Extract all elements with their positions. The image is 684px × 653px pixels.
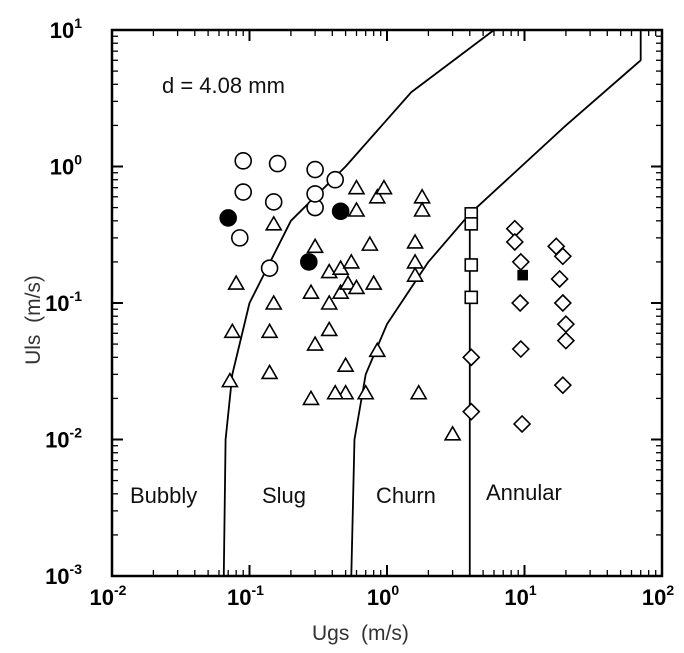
marker-circle-open	[230, 229, 249, 247]
marker-circle-open	[306, 185, 324, 203]
marker-circle-open	[268, 154, 287, 173]
marker-triangle-open	[409, 384, 428, 400]
region-label-annular: Annular	[486, 480, 562, 505]
marker-triangle-open	[339, 274, 357, 290]
marker-diamond-open	[511, 293, 530, 313]
y-tick-label: 100	[50, 152, 82, 180]
x-tick-label: 10-1	[227, 582, 264, 610]
marker-triangle-open	[413, 188, 431, 204]
x-tick-label: 101	[504, 582, 536, 610]
marker-triangle-open	[360, 235, 379, 251]
y-tick-label: 10-1	[45, 288, 82, 316]
x-axis-title: Ugs (m/s)	[312, 622, 409, 645]
marker-triangle-open	[347, 179, 366, 195]
marker-triangle-open	[342, 253, 361, 269]
marker-diamond-open	[550, 269, 569, 289]
region-label-churn: Churn	[376, 483, 436, 508]
marker-triangle-open	[364, 274, 383, 290]
marker-triangle-open	[264, 215, 283, 231]
marker-triangle-open	[406, 233, 424, 249]
marker-triangle-open	[302, 389, 320, 406]
marker-diamond-open	[505, 232, 524, 252]
y-axis-title: Uls (m/s)	[22, 275, 45, 365]
y-tick-label: 10-2	[45, 425, 82, 453]
marker-circle-filled	[300, 253, 318, 271]
marker-triangle-open	[220, 372, 239, 388]
marker-diamond-open	[556, 315, 576, 334]
marker-circle-open	[260, 259, 279, 277]
data-markers	[219, 152, 576, 441]
marker-triangle-open	[347, 278, 366, 295]
marker-diamond-open	[512, 414, 532, 434]
marker-triangle-open	[306, 335, 324, 351]
marker-triangle-open	[264, 294, 283, 310]
region-label-bubbly: Bubbly	[130, 483, 197, 508]
marker-triangle-open	[406, 253, 424, 269]
marker-triangle-open	[375, 179, 393, 195]
marker-square-open	[464, 258, 479, 272]
marker-triangle-open	[326, 384, 345, 400]
marker-triangle-open	[368, 188, 387, 204]
marker-diamond-open	[556, 331, 576, 350]
marker-triangle-open	[336, 356, 355, 373]
axis-ticks	[111, 29, 663, 577]
marker-triangle-open	[336, 384, 355, 400]
marker-square-filled	[517, 269, 528, 281]
marker-circle-open	[306, 160, 324, 179]
marker-circle-filled	[219, 209, 238, 227]
marker-triangle-open	[443, 425, 462, 441]
marker-triangle-open	[406, 266, 424, 282]
marker-circle-open	[264, 193, 283, 211]
annotation-diameter: d = 4.08 mm	[162, 73, 285, 98]
marker-triangle-open	[320, 294, 339, 310]
y-tick-label: 101	[50, 15, 82, 43]
region-label-slug: Slug	[262, 483, 306, 508]
marker-triangle-open	[223, 322, 242, 339]
marker-diamond-open	[462, 348, 481, 367]
marker-triangle-open	[331, 283, 350, 299]
marker-triangle-open	[356, 384, 375, 400]
marker-triangle-open	[302, 283, 320, 299]
axis-tick-labels: 10-2 10-1 100 101 102 10-3 10-2 10-1 100 101	[45, 15, 674, 610]
x-tick-label: 10-2	[90, 582, 127, 610]
marker-diamond-open	[553, 376, 572, 395]
marker-circle-open	[326, 170, 344, 189]
marker-diamond-open	[511, 339, 530, 359]
marker-diamond-open	[553, 293, 572, 313]
marker-diamond-open	[511, 252, 530, 272]
x-tick-label: 100	[367, 582, 399, 610]
marker-circle-filled	[331, 202, 350, 221]
marker-circle-open	[234, 183, 253, 201]
marker-triangle-open	[320, 320, 339, 337]
marker-square-open	[464, 217, 479, 231]
marker-triangle-open	[306, 237, 324, 254]
marker-triangle-open	[413, 201, 431, 217]
marker-diamond-open	[553, 247, 572, 266]
marker-square-open	[464, 290, 479, 305]
marker-diamond-open	[462, 402, 481, 421]
marker-triangle-open	[227, 274, 246, 290]
x-tick-label: 102	[642, 582, 674, 610]
boundary-line-2	[350, 30, 642, 577]
marker-triangle-open	[260, 322, 279, 339]
marker-triangle-open	[260, 363, 279, 380]
marker-triangle-open	[347, 201, 366, 217]
marker-circle-open	[234, 152, 253, 170]
y-tick-label: 10-3	[45, 561, 82, 589]
marker-triangle-open	[368, 341, 387, 358]
